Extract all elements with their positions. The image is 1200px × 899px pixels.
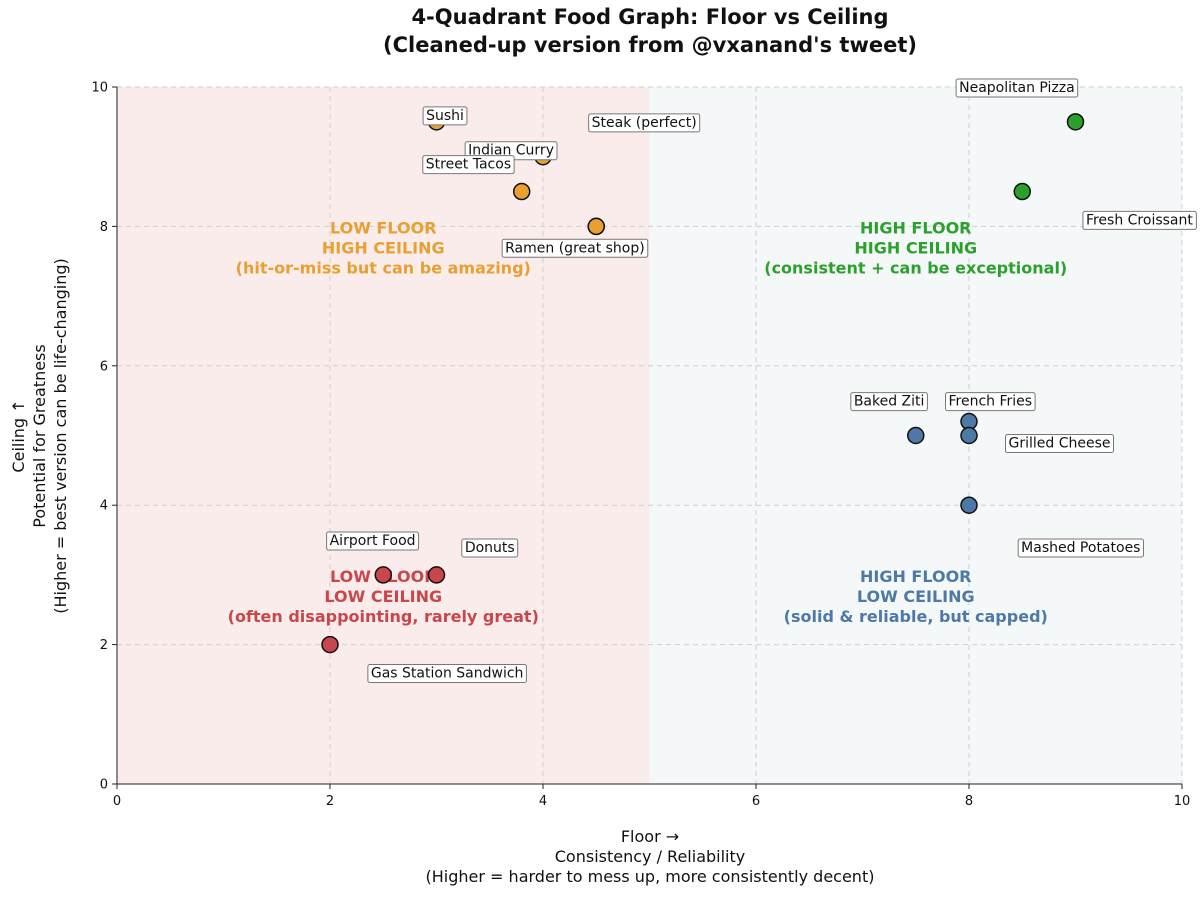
y-tick-label: 0 bbox=[100, 778, 108, 793]
quadrant-label-line: LOW FLOOR bbox=[330, 218, 437, 237]
x-tick-label: 4 bbox=[539, 794, 547, 809]
x-tick-label: 0 bbox=[113, 794, 121, 809]
x-tick-label: 2 bbox=[326, 794, 334, 809]
point-label-group: Ramen (great shop) bbox=[501, 238, 649, 258]
quadrant-label-line: (often disappointing, rarely great) bbox=[228, 607, 539, 626]
y-tick-label: 8 bbox=[100, 220, 108, 235]
data-point bbox=[907, 426, 925, 445]
point-label: Steak (perfect) bbox=[592, 115, 697, 131]
quadrant-label-line: LOW CEILING bbox=[324, 587, 442, 606]
y-tick-label: 2 bbox=[100, 638, 108, 653]
point-label: Neapolitan Pizza bbox=[959, 80, 1075, 96]
point-label-box bbox=[955, 78, 1079, 98]
point-label: Baked Ziti bbox=[854, 394, 925, 410]
data-point bbox=[1013, 182, 1031, 201]
point-label-group: Donuts bbox=[461, 538, 519, 558]
point-label: Donuts bbox=[465, 540, 515, 556]
y-axis-label-line: Ceiling ↑ bbox=[9, 399, 28, 472]
x-tick-label: 10 bbox=[1174, 794, 1191, 809]
x-axis-label-line: Consistency / Reliability bbox=[555, 847, 745, 866]
quadrant-label-line: HIGH CEILING bbox=[854, 238, 977, 257]
point-label: Sushi bbox=[426, 108, 464, 124]
data-point bbox=[1066, 113, 1085, 131]
data-point bbox=[512, 182, 531, 201]
data-point bbox=[374, 566, 392, 584]
chart-title: 4-Quadrant Food Graph: Floor vs Ceiling (… bbox=[383, 5, 917, 57]
points bbox=[321, 113, 1085, 654]
quadrant-label-line: HIGH CEILING bbox=[322, 238, 445, 257]
point-label: Mashed Potatoes bbox=[1021, 540, 1140, 556]
data-point bbox=[960, 426, 978, 445]
axes: 0 2 4 6 8 10 0 2 4 6 8 10 bbox=[91, 81, 1190, 810]
point-label-group: Sushi bbox=[422, 106, 468, 126]
point-label-box bbox=[945, 392, 1036, 412]
data-point bbox=[587, 217, 605, 236]
data-point bbox=[960, 496, 978, 514]
quadrant-label-line: (consistent + can be exceptional) bbox=[764, 258, 1067, 277]
quadrant-label-high-high: HIGH FLOOR HIGH CEILING (consistent + can … bbox=[764, 218, 1067, 277]
point-label: Fresh Croissant bbox=[1086, 212, 1193, 228]
point-label-group: Gas Station Sandwich bbox=[367, 663, 527, 683]
point-label-box bbox=[422, 155, 515, 175]
x-tick-label: 8 bbox=[965, 794, 973, 809]
quadrant-label-low-high: LOW FLOOR HIGH CEILING (hit-or-miss but ca… bbox=[236, 218, 531, 277]
point-label-box bbox=[326, 531, 420, 551]
point-label-box bbox=[1082, 210, 1197, 230]
point-label-box bbox=[422, 106, 468, 126]
point-label-group: Street Tacos bbox=[422, 155, 515, 175]
y-tick-label: 10 bbox=[91, 81, 108, 96]
quadrant-label-line: LOW CEILING bbox=[857, 587, 975, 606]
quadrant-label-line: HIGH FLOOR bbox=[860, 567, 972, 586]
y-axis-label-line: (Higher = best version can be life-chang… bbox=[51, 258, 70, 613]
x-axis-label-line: Floor → bbox=[621, 827, 679, 846]
quadrant-label-high-low: HIGH FLOOR LOW CEILING (solid & reliable, … bbox=[784, 567, 1048, 626]
titles: 4-Quadrant Food Graph: Floor vs Ceiling (… bbox=[9, 5, 917, 886]
point-label: Airport Food bbox=[330, 533, 416, 549]
x-axis-label-line: (Higher = harder to mess up, more consis… bbox=[426, 867, 875, 886]
data-point bbox=[321, 635, 339, 654]
point-label-group: Fresh Croissant bbox=[1082, 210, 1197, 230]
chart-title-line: 4-Quadrant Food Graph: Floor vs Ceiling bbox=[411, 5, 888, 29]
quadrant-label-line: (solid & reliable, but capped) bbox=[784, 607, 1048, 626]
x-axis-label: Floor → Consistency / Reliability (Higher … bbox=[426, 827, 875, 886]
chart-title-line: (Cleaned-up version from @vxanand's twee… bbox=[383, 33, 917, 57]
point-label: Gas Station Sandwich bbox=[371, 665, 524, 681]
point-label-box bbox=[501, 238, 649, 258]
quadrant-label-line: (hit-or-miss but can be amazing) bbox=[236, 258, 531, 277]
y-axis-label: Ceiling ↑ Potential for Greatness (Higher … bbox=[9, 258, 70, 613]
point-label-box bbox=[850, 392, 928, 412]
point-label-box bbox=[367, 663, 527, 683]
data-point bbox=[427, 566, 446, 584]
point-label: Ramen (great shop) bbox=[505, 240, 645, 256]
x-tick-label: 6 bbox=[752, 794, 760, 809]
point-label: Grilled Cheese bbox=[1009, 435, 1111, 451]
point-label-box bbox=[588, 113, 701, 133]
point-label-box bbox=[1017, 538, 1144, 558]
point-label: Street Tacos bbox=[426, 157, 511, 173]
point-label-group: Mashed Potatoes bbox=[1017, 538, 1144, 558]
point-label-group: Airport Food bbox=[326, 531, 420, 551]
y-tick-label: 6 bbox=[100, 359, 108, 374]
y-axis-label-line: Potential for Greatness bbox=[30, 344, 49, 527]
point-label-group: French Fries bbox=[945, 392, 1036, 412]
point-label-box bbox=[461, 538, 519, 558]
point-label-group: Neapolitan Pizza bbox=[955, 78, 1079, 98]
point-label: Indian Curry bbox=[468, 143, 554, 159]
point-label-group: Baked Ziti bbox=[850, 392, 928, 412]
y-tick-label: 4 bbox=[100, 499, 108, 514]
point-label-group: Grilled Cheese bbox=[1005, 433, 1115, 453]
quadrant-label-line: HIGH FLOOR bbox=[860, 218, 972, 237]
point-label-group: Steak (perfect) bbox=[588, 113, 701, 133]
point-label-box bbox=[1005, 433, 1115, 453]
point-label: French Fries bbox=[949, 394, 1033, 410]
